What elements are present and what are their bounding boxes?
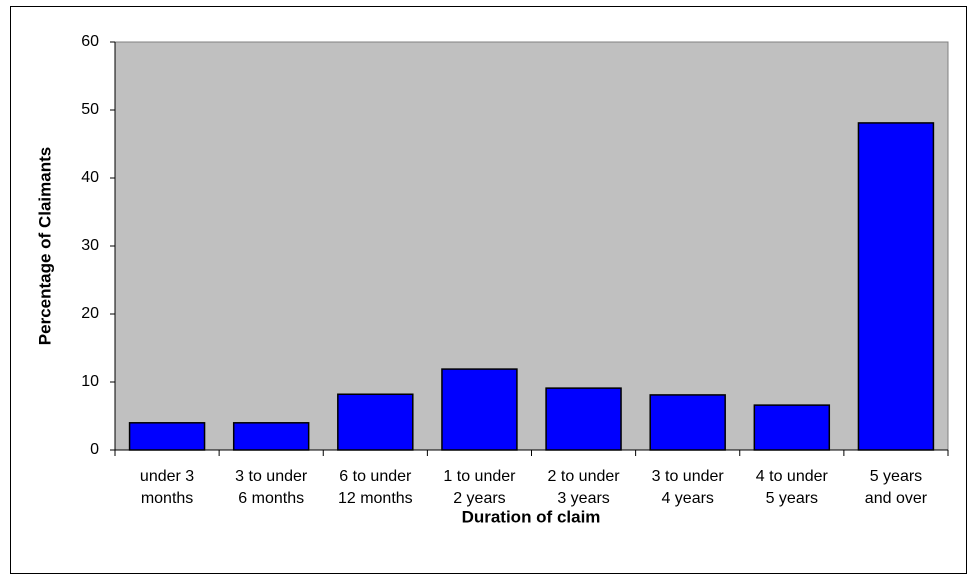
bar bbox=[753, 404, 831, 451]
y-tick-label: 40 bbox=[81, 169, 99, 186]
bar bbox=[337, 393, 414, 451]
y-tick-label: 60 bbox=[81, 33, 99, 50]
x-tick-label: 4 to under 5 years bbox=[755, 468, 828, 507]
y-tick-label: 20 bbox=[81, 305, 99, 322]
y-axis-title: Percentage of Claimants bbox=[35, 147, 54, 345]
bar bbox=[649, 394, 726, 451]
x-tick-label: 6 to under 12 months bbox=[337, 468, 413, 507]
y-tick-label: 0 bbox=[90, 441, 99, 458]
x-tick-label: 3 to under 4 years bbox=[651, 468, 724, 507]
y-tick-label: 50 bbox=[81, 101, 99, 118]
x-tick-label: 2 to under 3 years bbox=[547, 468, 620, 507]
plot-area bbox=[114, 41, 949, 451]
x-axis-title: Duration of claim bbox=[462, 507, 601, 526]
y-tick-label: 10 bbox=[81, 373, 99, 390]
bar bbox=[545, 387, 622, 451]
y-tick-label: 30 bbox=[81, 237, 99, 254]
bar bbox=[441, 368, 518, 451]
bar bbox=[232, 422, 310, 451]
x-tick-label: 3 to under 6 months bbox=[235, 468, 308, 507]
bar bbox=[857, 122, 935, 451]
x-tick-label: 1 to under 2 years bbox=[443, 468, 516, 507]
bar bbox=[128, 422, 206, 451]
x-tick-label: 5 years and over bbox=[864, 468, 928, 507]
x-tick-label: under 3 months bbox=[139, 468, 195, 507]
